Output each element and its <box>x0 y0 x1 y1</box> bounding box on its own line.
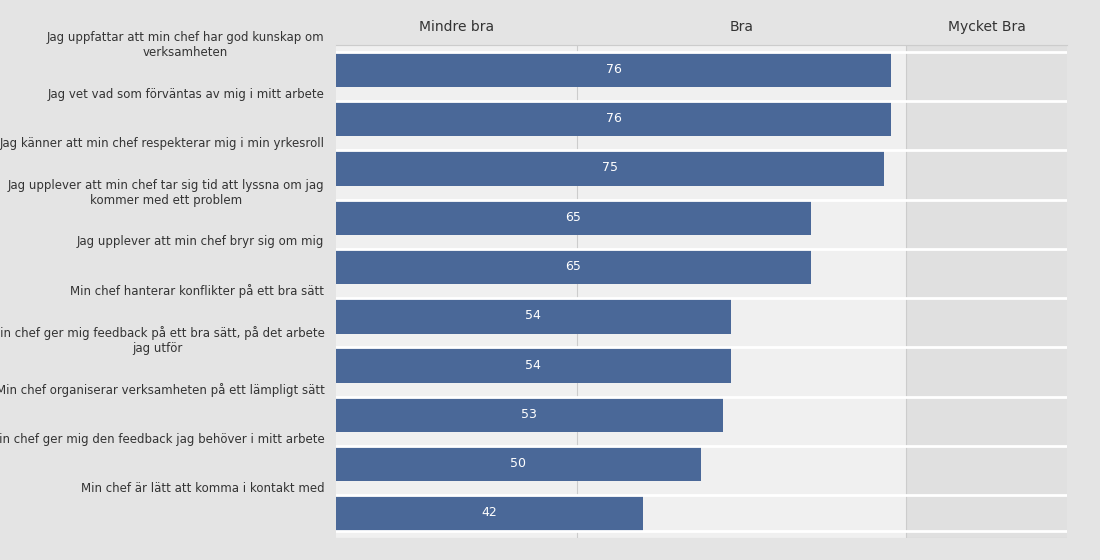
Text: 76: 76 <box>605 63 621 76</box>
Text: Bra: Bra <box>729 20 754 34</box>
Bar <box>336 199 811 235</box>
Bar <box>336 347 730 383</box>
Bar <box>336 249 811 284</box>
Text: Jag känner att min chef respekterar mig i min yrkesroll: Jag känner att min chef respekterar mig … <box>0 137 324 150</box>
Text: 42: 42 <box>481 506 497 520</box>
Text: Min chef är lätt att komma i kontakt med: Min chef är lätt att komma i kontakt med <box>81 482 324 495</box>
Text: Min chef ger mig feedback på ett bra sätt, på det arbete
jag utför: Min chef ger mig feedback på ett bra sät… <box>0 326 324 355</box>
Text: Min chef organiserar verksamheten på ett lämpligt sätt: Min chef organiserar verksamheten på ett… <box>0 383 324 396</box>
Text: Mindre bra: Mindre bra <box>419 20 494 34</box>
Bar <box>336 150 884 186</box>
Text: 75: 75 <box>602 161 618 175</box>
Bar <box>336 52 891 87</box>
Text: 76: 76 <box>605 112 621 125</box>
Bar <box>336 495 642 531</box>
Text: Jag uppfattar att min chef har god kunskap om
verksamheten: Jag uppfattar att min chef har god kunsk… <box>47 31 324 59</box>
Text: Min chef ger mig den feedback jag behöver i mitt arbete: Min chef ger mig den feedback jag behöve… <box>0 432 324 446</box>
Text: 65: 65 <box>565 211 581 224</box>
Bar <box>336 101 891 137</box>
Text: 65: 65 <box>565 260 581 273</box>
Text: Jag vet vad som förväntas av mig i mitt arbete: Jag vet vad som förväntas av mig i mitt … <box>47 87 324 101</box>
Text: 54: 54 <box>525 309 541 323</box>
Text: 50: 50 <box>510 457 527 470</box>
Text: Mycket Bra: Mycket Bra <box>947 20 1025 34</box>
Text: Min chef hanterar konflikter på ett bra sätt: Min chef hanterar konflikter på ett bra … <box>70 284 324 298</box>
Text: Jag upplever att min chef tar sig tid att lyssna om jag
kommer med ett problem: Jag upplever att min chef tar sig tid at… <box>8 179 324 207</box>
Bar <box>336 298 730 334</box>
Bar <box>336 396 723 432</box>
Bar <box>336 446 702 482</box>
Text: 53: 53 <box>521 408 537 421</box>
Text: Jag upplever att min chef bryr sig om mig: Jag upplever att min chef bryr sig om mi… <box>77 235 324 249</box>
Text: 54: 54 <box>525 358 541 372</box>
Bar <box>906 45 1067 538</box>
